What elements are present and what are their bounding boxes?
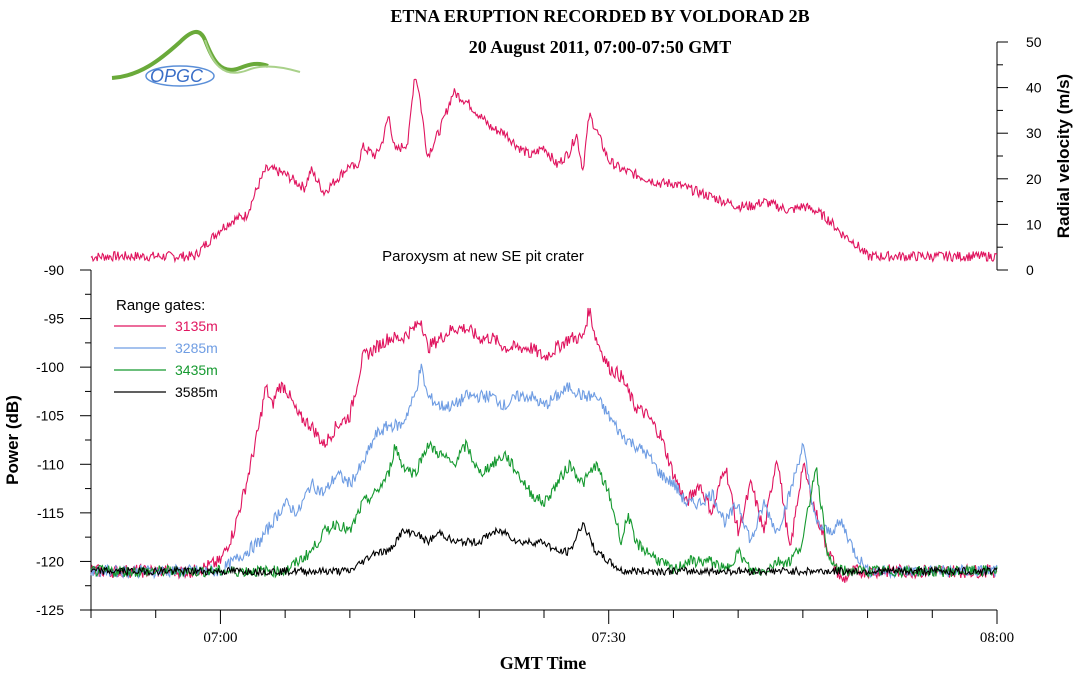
legend-label-3435m: 3435m — [175, 362, 218, 378]
velocity-ticks: 0 10 20 30 40 50 — [997, 34, 1042, 278]
time-axis-label: GMT Time — [500, 653, 587, 673]
power-tick-label: -120 — [36, 553, 64, 569]
velocity-series — [90, 78, 998, 264]
legend-title: Range gates: — [116, 297, 205, 314]
legend-label-3585m: 3585m — [175, 384, 218, 400]
velocity-axis-label: Radial velocity (m/s) — [1054, 74, 1073, 238]
logo-swoosh-light — [204, 39, 301, 74]
legend-label-3135m: 3135m — [175, 318, 218, 334]
logo-ellipse — [145, 65, 215, 87]
power-series-3135m — [90, 307, 998, 583]
power-series-3585m — [90, 522, 998, 578]
velocity-tick-label: 10 — [1026, 216, 1042, 232]
chart-subtitle: 20 August 2011, 07:00-07:50 GMT — [469, 37, 732, 57]
power-axis-label: Power (dB) — [3, 395, 22, 485]
chart-title: ETNA ERUPTION RECORDED BY VOLDORAD 2B — [390, 6, 809, 26]
velocity-tick-label: 30 — [1026, 125, 1042, 141]
power-tick-label: -90 — [44, 262, 64, 278]
legend: Range gates: 3135m 3285m 3435m 3585m — [114, 297, 218, 400]
velocity-tick-label: 50 — [1026, 34, 1042, 50]
velocity-tick-label: 0 — [1026, 262, 1034, 278]
power-tick-label: -110 — [37, 456, 64, 472]
time-tick-label: 07:00 — [203, 630, 237, 646]
power-tick-label: -115 — [37, 505, 64, 521]
power-panel: -125 -120 -115 -110 -105 -100 -95 -90 07:00 07:3… — [3, 248, 1014, 673]
velocity-tick-label: 20 — [1026, 171, 1042, 187]
time-tick-label: 07:30 — [592, 630, 626, 646]
logo-swoosh-green — [111, 30, 269, 80]
power-series-3435m — [90, 438, 998, 579]
legend-label-3285m: 3285m — [175, 340, 218, 356]
power-series-3285m — [90, 363, 998, 580]
power-tick-label: -100 — [36, 359, 64, 375]
time-ticks: 07:00 07:30 08:00 — [90, 610, 1014, 646]
paroxysm-annotation: Paroxysm at new SE pit crater — [382, 248, 584, 265]
velocity-panel: 0 10 20 30 40 50 Radial velocity (m/s) — [90, 34, 1073, 278]
power-series — [90, 307, 998, 583]
velocity-series-line — [90, 78, 998, 264]
logo-text: OPGC — [150, 66, 204, 86]
power-tick-label: -105 — [36, 408, 64, 424]
power-tick-label: -125 — [36, 602, 64, 618]
opgc-logo: OPGC — [111, 30, 301, 87]
power-tick-label: -95 — [44, 311, 64, 327]
velocity-tick-label: 40 — [1026, 80, 1042, 96]
time-tick-label: 08:00 — [980, 630, 1014, 646]
power-ticks: -125 -120 -115 -110 -105 -100 -95 -90 — [36, 262, 91, 618]
legend-items: 3135m 3285m 3435m 3585m — [114, 318, 218, 400]
